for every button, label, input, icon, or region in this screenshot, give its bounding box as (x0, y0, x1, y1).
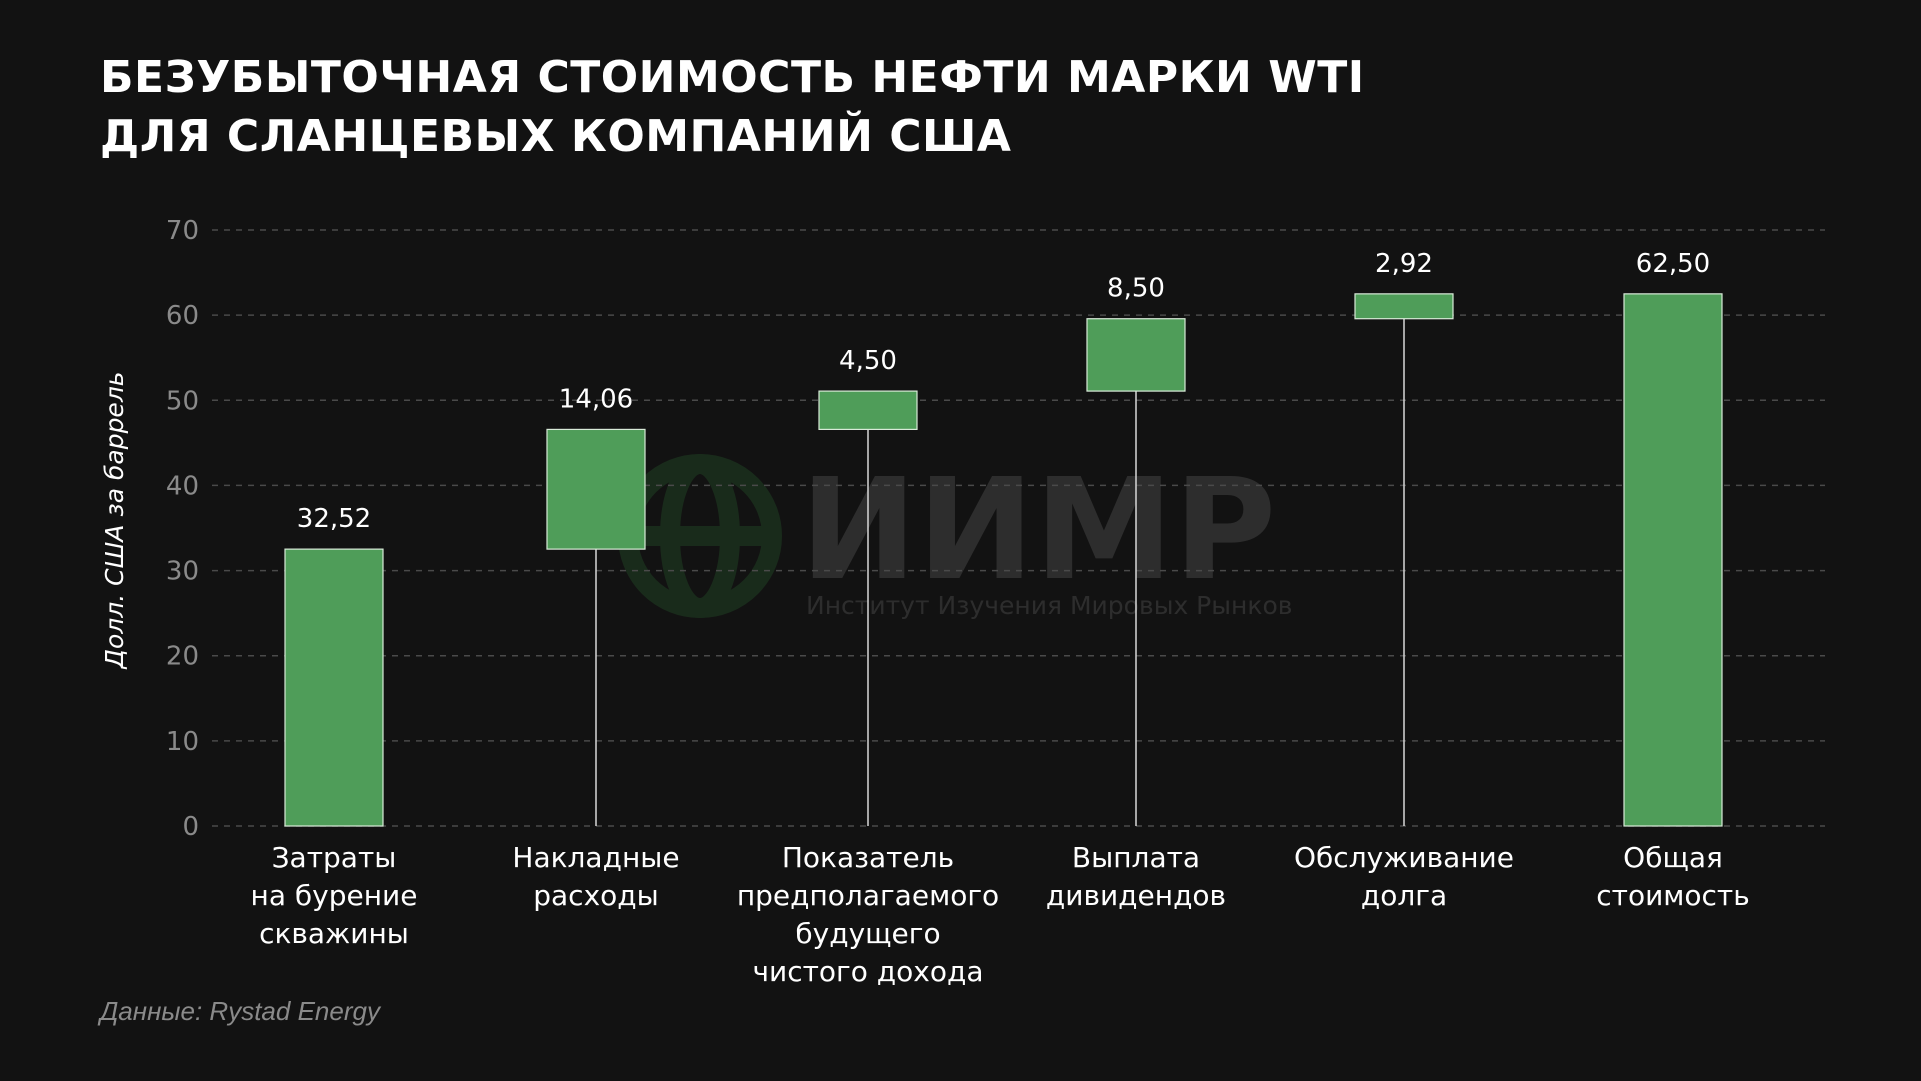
bar (1623, 293, 1723, 827)
category-label-line: расходы (533, 879, 659, 912)
bar (546, 428, 646, 550)
y-axis-label: Долл. США за баррель (100, 371, 129, 669)
y-tick-label: 50 (166, 386, 199, 416)
chart-title: БЕЗУБЫТОЧНАЯ СТОИМОСТЬ НЕФТИ МАРКИ WTI Д… (100, 48, 1600, 166)
category-label-line: предполагаемого (737, 879, 999, 912)
category-label-line: Выплата (1072, 841, 1200, 874)
category-label-line: Общая (1623, 841, 1723, 874)
bar (818, 390, 918, 431)
category-label-line: Накладные (512, 841, 679, 874)
category-label: Общая стоимость (1596, 841, 1750, 912)
value-labels: 32,52 14,06 4,50 8,50 2,92 62,50 (297, 249, 1710, 534)
watermark-subtitle: Институт Изучения Мировых Рынков (806, 591, 1292, 620)
category-label: Затраты на бурение скважины (251, 841, 418, 950)
watermark: ИИМР Институт Изучения Мировых Рынков (618, 449, 1292, 620)
grid-lines (212, 229, 1825, 827)
category-label-line: долга (1361, 879, 1447, 912)
y-tick-label: 40 (166, 471, 199, 501)
category-label: Показатель предполагаемого будущего чистого… (737, 841, 999, 988)
chart-title-line-2: ДЛЯ СЛАНЦЕВЫХ КОМПАНИЙ США (100, 111, 1012, 162)
y-tick-label: 20 (166, 642, 199, 672)
bar (1086, 318, 1186, 392)
category-labels: Затраты на бурение скважины Накладные расход… (251, 841, 1750, 988)
category-label-line: Показатель (782, 841, 954, 874)
category-label-line: чистого дохода (752, 955, 983, 988)
value-label: 2,92 (1375, 249, 1433, 279)
category-label-line: на бурение (251, 879, 418, 912)
category-label: Накладные расходы (512, 841, 679, 912)
category-label-line: стоимость (1596, 879, 1750, 912)
y-tick-label: 10 (166, 727, 199, 757)
value-label: 32,52 (297, 504, 371, 534)
y-tick-label: 70 (166, 216, 199, 246)
value-label: 8,50 (1107, 274, 1165, 304)
category-label-line: скважины (259, 917, 409, 950)
y-tick-label: 0 (182, 812, 199, 842)
chart-title-line-1: БЕЗУБЫТОЧНАЯ СТОИМОСТЬ НЕФТИ МАРКИ WTI (100, 52, 1365, 103)
bars (284, 293, 1723, 827)
y-tick-label: 30 (166, 557, 199, 587)
value-label: 4,50 (839, 346, 897, 376)
y-tick-label: 60 (166, 301, 199, 331)
bar (1354, 293, 1454, 320)
y-tick-labels: 0 10 20 30 40 50 60 70 (166, 216, 199, 842)
category-label: Обслуживание долга (1294, 841, 1514, 912)
category-label-line: Обслуживание (1294, 841, 1514, 874)
value-label: 14,06 (559, 384, 633, 414)
category-label: Выплата дивидендов (1046, 841, 1226, 912)
category-label-line: Затраты (272, 841, 397, 874)
bar (284, 548, 384, 827)
connector-lines (595, 318, 1405, 826)
data-source: Данные: Rystad Energy (100, 996, 380, 1026)
value-label: 62,50 (1636, 249, 1710, 279)
category-label-line: будущего (795, 917, 940, 950)
category-label-line: дивидендов (1046, 879, 1226, 912)
watermark-name: ИИМР (800, 449, 1276, 612)
